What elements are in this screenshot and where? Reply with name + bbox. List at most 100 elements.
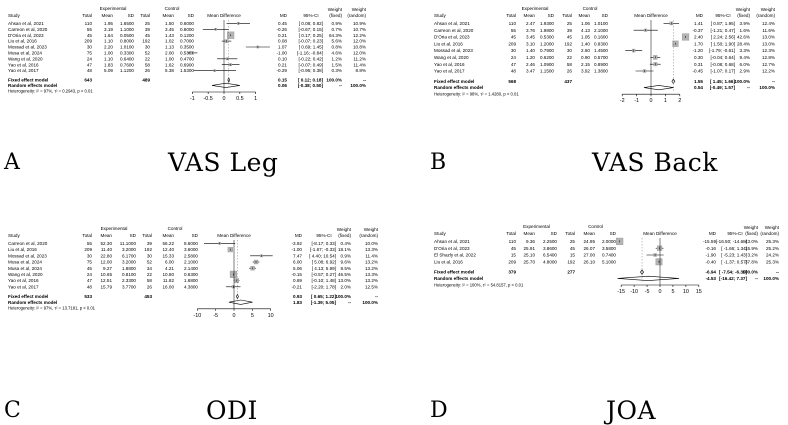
study-weight-fixed: 2.9%	[740, 69, 750, 74]
header-study: Study	[8, 233, 20, 238]
exp-total: 47	[511, 62, 517, 67]
ctl-total: 34	[147, 266, 153, 271]
study-md: 0.45	[278, 21, 287, 26]
ctl-total: 39	[147, 241, 153, 246]
ctl-mean: 2.60	[581, 48, 590, 53]
ctl-mean: 6.00	[165, 260, 174, 265]
random-diamond	[211, 82, 240, 88]
fixed-ctl-total: 277	[567, 270, 575, 275]
header-weight-random: (random)	[760, 231, 779, 236]
ctl-sd: 0.6900	[180, 62, 194, 67]
header-total: Total	[82, 13, 92, 18]
exp-total: 15	[511, 253, 517, 258]
study-name: Liu et al, 2016	[434, 41, 463, 46]
study-weight-fixed: 15.9%	[745, 246, 758, 251]
study-weight-fixed: 9.5%	[341, 266, 351, 271]
exp-total: 45	[87, 33, 93, 38]
exp-total: 48	[511, 69, 517, 74]
exp-mean: 12.51	[101, 278, 113, 283]
fixed-weight-fixed: 100.0%	[326, 78, 342, 83]
study-weight-random: 13.3%	[365, 247, 378, 252]
heterogeneity-text: Heterogeneity: I² = 98%, τ² = 1.4280, p …	[434, 92, 519, 97]
exp-sd: 4.8000	[543, 259, 557, 264]
ctl-sd: 2.5800	[184, 253, 198, 258]
random-md: 0.54	[694, 85, 703, 90]
ctl-total: 45	[570, 246, 576, 251]
study-md: -0.26	[277, 27, 288, 32]
exp-sd: 1.0100	[120, 45, 134, 50]
study-weight-random: 12.2%	[353, 33, 366, 38]
study-name: Yao et al, 2016	[8, 278, 39, 283]
exp-sd: 1.6500	[120, 21, 134, 26]
exp-sd: 0.3300	[120, 51, 134, 56]
study-md: 5.06	[293, 266, 302, 271]
exp-total: 48	[87, 284, 93, 289]
panel-letter: D	[430, 398, 448, 423]
study-weight-fixed: 1.6%	[740, 28, 750, 33]
exp-total: 55	[87, 27, 93, 32]
exp-mean: 3.10	[526, 41, 535, 46]
ctl-mean: 1.00	[165, 56, 174, 61]
study-ci: [-8.17; 0.33]	[311, 241, 336, 246]
ctl-total: 192	[142, 39, 150, 44]
study-name: D'Oria et al, 2023	[434, 246, 470, 251]
study-ci: [-0.04; 0.64]	[710, 55, 735, 60]
study-weight-fixed: 9.4%	[740, 55, 750, 60]
study-md: -0.21	[292, 284, 303, 289]
exp-sd: 1.2000	[540, 41, 554, 46]
x-tick-label: 0	[233, 313, 236, 319]
exp-mean: 5.09	[104, 68, 113, 73]
header-weight-random: (random)	[756, 13, 775, 18]
study-weight-random: 11.2%	[353, 56, 366, 61]
header-weight-fixed: (fixed)	[329, 13, 342, 18]
exp-total: 45	[87, 266, 93, 271]
ctl-mean: 1.43	[165, 33, 174, 38]
ctl-sd: 0.5300	[180, 51, 194, 56]
header-sd: SD	[130, 233, 137, 238]
study-md: 0.08	[278, 39, 287, 44]
study-weight-fixed: 1.2%	[332, 56, 342, 61]
random-md: 1.83	[293, 300, 302, 305]
study-weight-fixed: 37.8%	[745, 259, 758, 264]
study-name: Liu et al, 2016	[8, 39, 37, 44]
study-name: Yao et al, 2016	[8, 62, 39, 67]
study-weight-random: 12.7%	[762, 62, 775, 67]
exp-sd: 0.5300	[540, 35, 554, 40]
header-mean: Mean	[101, 233, 113, 238]
fixed-weight-fixed: 100.0%	[742, 270, 758, 275]
header-experimental: Experimental	[101, 226, 128, 231]
study-weight-random: 11.4%	[365, 253, 378, 258]
study-weight-random: 10.0%	[365, 241, 378, 246]
ctl-sd: 0.4700	[180, 56, 194, 61]
exp-total: 110	[509, 21, 517, 26]
study-name: Liu et al, 2016	[434, 259, 463, 264]
study-md: 0.21	[278, 62, 287, 67]
study-weight-random: 11.6%	[762, 28, 775, 33]
header-ci: 95%-CI	[727, 231, 742, 236]
study-weight-fixed: 64.3%	[329, 33, 342, 38]
ctl-total: 45	[567, 35, 573, 40]
study-ci: [ 0.17; 0.25]	[299, 33, 323, 38]
study-md: -0.40	[706, 259, 717, 264]
ctl-sd: 1.4500	[594, 48, 608, 53]
random-ci: [-1.39; 5.05]	[311, 300, 337, 305]
forest-plot-svg: Experimental Control Study Total Mean SD Total…	[8, 6, 367, 102]
fixed-exp-total: 533	[84, 294, 92, 299]
x-tick-label: -0.5	[204, 96, 213, 102]
study-ci: [-1.67; -0.33]	[310, 247, 336, 252]
random-md: 0.06	[278, 83, 287, 88]
study-md: -0.45	[693, 69, 704, 74]
exp-sd: 1.8800	[122, 266, 136, 271]
header-sd: SD	[610, 231, 617, 236]
ctl-sd: 3.6000	[184, 247, 198, 252]
exp-total: 47	[87, 62, 93, 67]
header-weight-fixed: Weight	[744, 225, 759, 230]
header-total: Total	[506, 231, 516, 236]
study-ci: [ 2.24; 2.56]	[711, 35, 735, 40]
study-md: 6.00	[293, 260, 302, 265]
study-name: Carreon et al, 2020	[8, 27, 48, 32]
fixed-ctl-total: 437	[564, 79, 572, 84]
exp-total: 209	[508, 41, 516, 46]
study-ci: [-0.07; 0.23]	[298, 39, 323, 44]
ctl-total: 192	[567, 259, 575, 264]
